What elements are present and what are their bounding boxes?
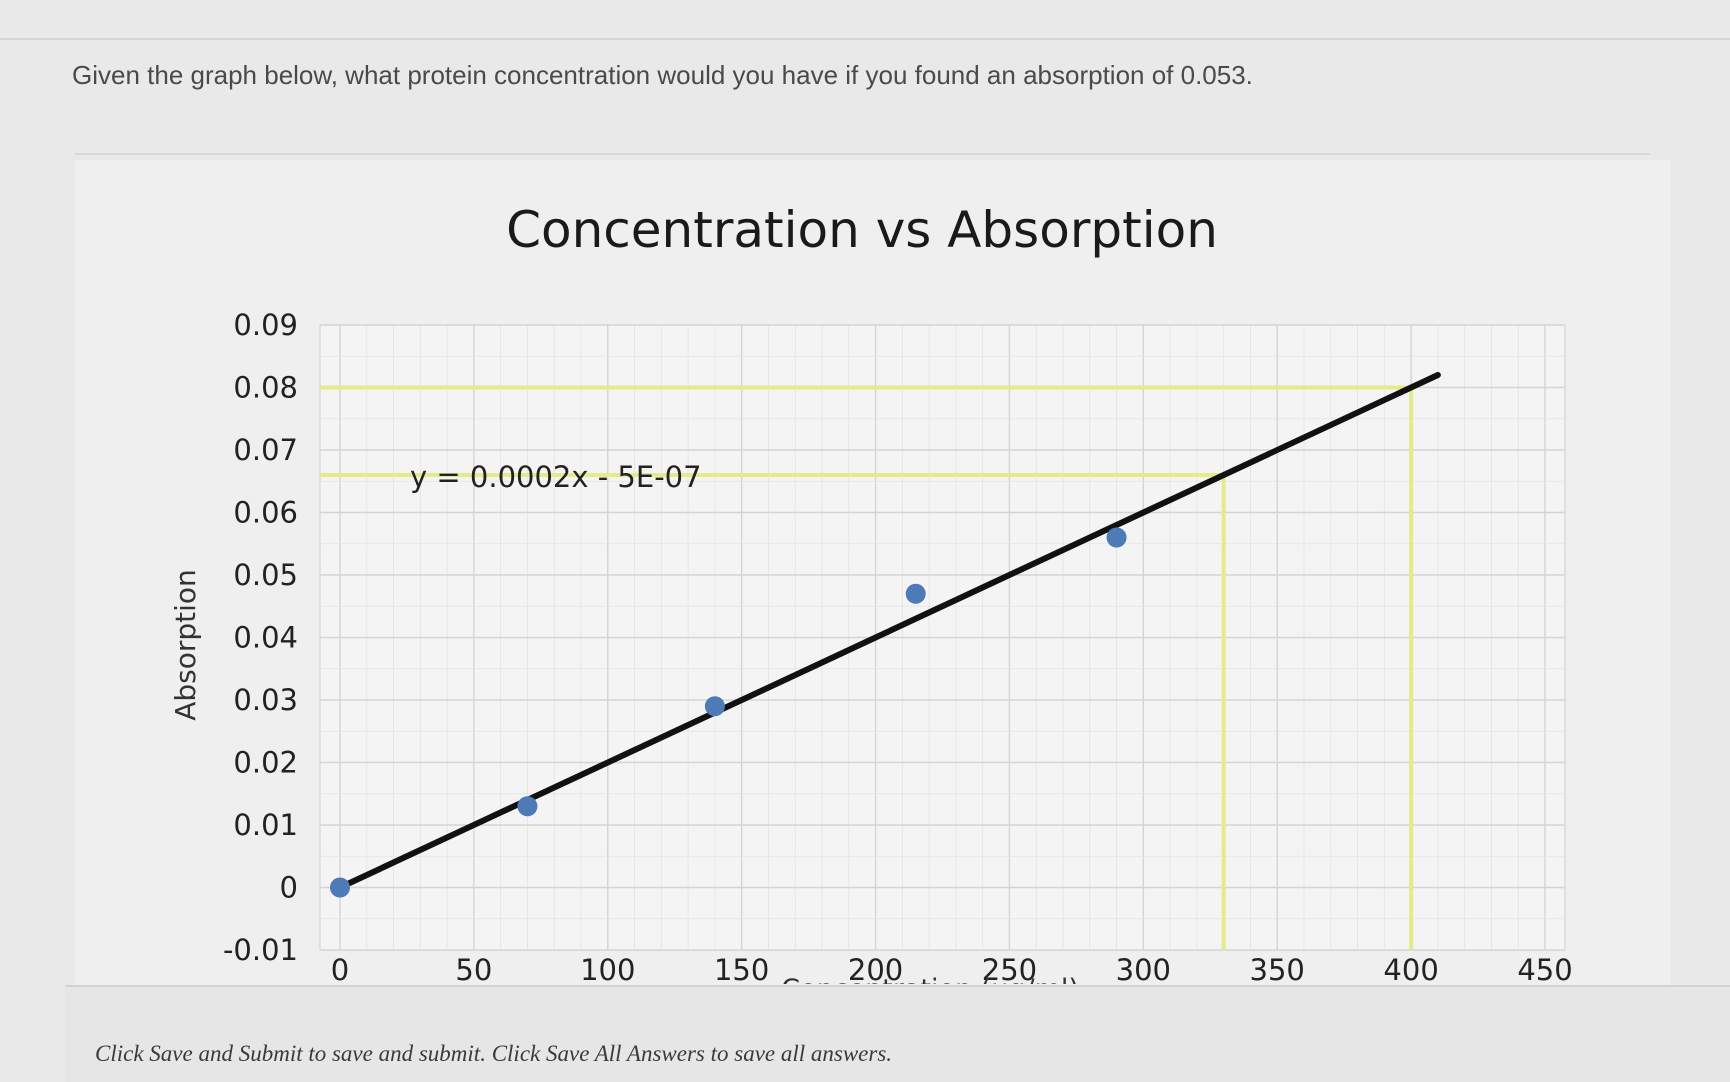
footer-instructions: Click Save and Submit to save and submit… (95, 1041, 893, 1066)
y-tick-label: 0.05 (233, 558, 298, 592)
x-tick-label: 300 (1116, 953, 1171, 987)
data-point (517, 796, 538, 817)
y-axis-label: Absorption (169, 569, 202, 721)
x-tick-label: 150 (714, 953, 769, 987)
y-tick-label: 0.09 (233, 308, 298, 342)
x-tick-labels: 0 50 100 150 200 250 300 350 400 450 (331, 953, 1573, 987)
y-tick-label: -0.01 (223, 933, 298, 967)
trendline-equation: y = 0.0002x - 5E-07 (410, 460, 702, 494)
y-tick-labels: -0.01 0 0.01 0.02 0.03 0.04 0.05 0.06 0.07 0.08 0.… (223, 308, 298, 967)
x-tick-label: 400 (1383, 953, 1438, 987)
highlight-lines (320, 385, 1414, 950)
y-tick-label: 0.04 (233, 621, 298, 655)
x-tick-label: 350 (1250, 953, 1305, 987)
x-tick-label: 200 (848, 953, 903, 987)
x-axis-label: Concentration (ug/ml) (781, 974, 1079, 1005)
y-tick-label: 0.03 (233, 683, 298, 717)
x-tick-label: 50 (455, 953, 492, 987)
data-point (1106, 527, 1127, 548)
chart-title: Concentration vs Absorption (506, 201, 1218, 259)
data-point (704, 696, 725, 717)
top-divider (0, 38, 1730, 40)
data-point (905, 583, 926, 604)
data-points (330, 527, 1127, 898)
footer-bar: Click Save and Submit to save and submit… (65, 985, 1730, 1082)
x-tick-label: 450 (1517, 953, 1572, 987)
x-tick-label: 0 (331, 953, 349, 987)
question-text: Given the graph below, what protein conc… (72, 60, 1253, 90)
y-tick-label: 0.07 (233, 433, 298, 467)
x-tick-label: 100 (580, 953, 635, 987)
y-tick-label: 0.02 (233, 746, 298, 780)
grid (319, 324, 1566, 951)
y-tick-label: 0 (280, 871, 298, 905)
y-tick-label: 0.01 (233, 808, 298, 842)
y-tick-label: 0.06 (233, 496, 298, 530)
y-tick-label: 0.08 (233, 371, 298, 405)
data-point (330, 877, 350, 898)
panel-divider (75, 153, 1650, 155)
x-tick-label: 250 (982, 953, 1037, 987)
